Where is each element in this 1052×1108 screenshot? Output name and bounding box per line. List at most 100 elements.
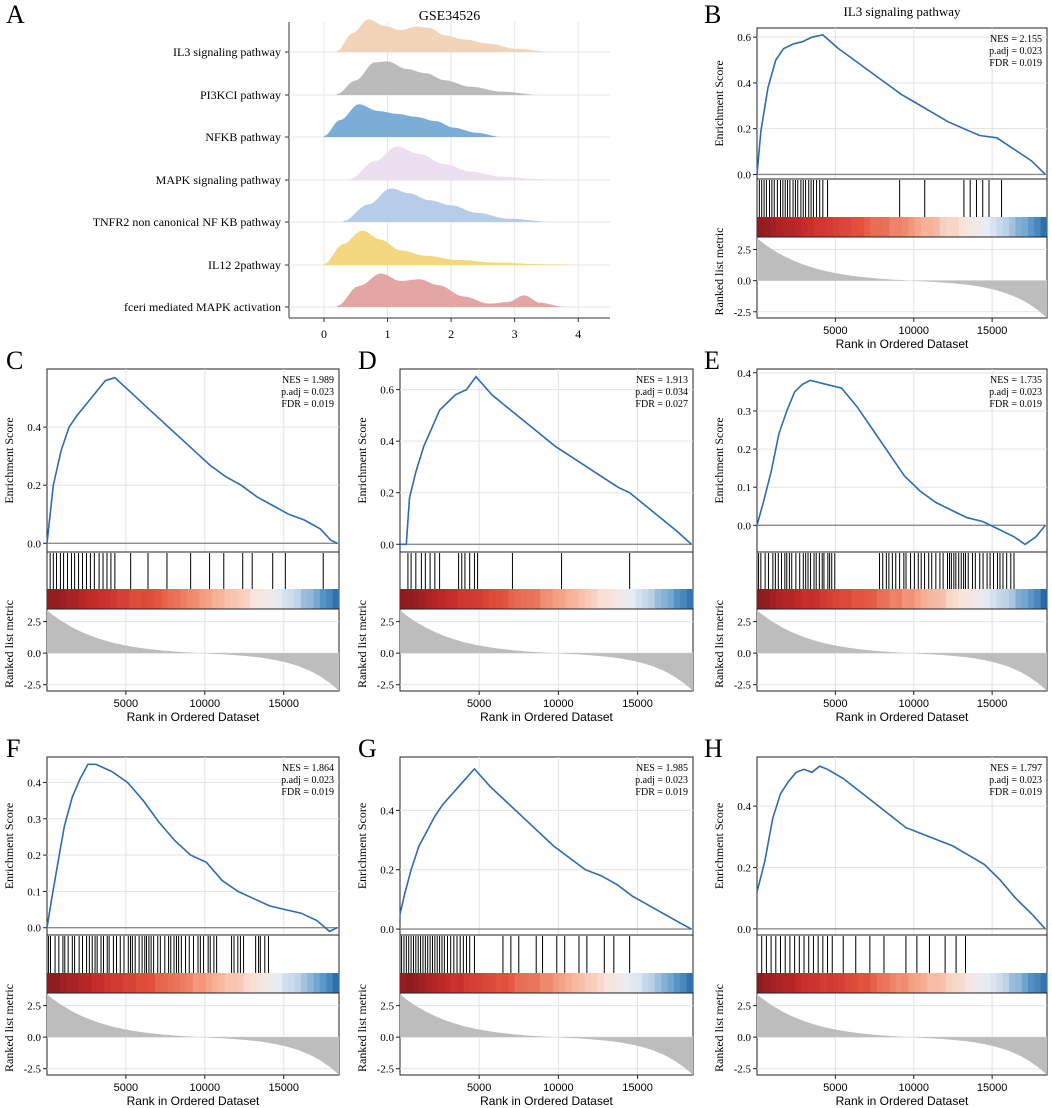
metric-y-axis-label: Ranked list metric xyxy=(712,984,726,1072)
rank-color-segment xyxy=(813,589,821,609)
rank-color-segment xyxy=(610,973,618,993)
rank-color-segment xyxy=(326,589,334,609)
rank-color-segment xyxy=(552,589,560,609)
rank-color-segment xyxy=(794,217,802,237)
rank-color-segment xyxy=(788,973,796,993)
rank-color-segment xyxy=(72,973,80,993)
rank-color-segment xyxy=(489,973,497,993)
y-axis-label: Enrichment Score xyxy=(712,803,726,889)
rank-color-segment xyxy=(412,973,420,993)
rank-color-segment xyxy=(642,589,650,609)
metric-y-tick-label: -2.5 xyxy=(24,1064,42,1076)
es-plot-area xyxy=(756,368,1048,553)
rank-color-segment xyxy=(1002,589,1010,609)
rank-color-segment xyxy=(514,589,522,609)
rank-color-segment xyxy=(788,589,796,609)
ridge-density-7 xyxy=(336,273,566,307)
rank-color-segment xyxy=(559,589,567,609)
metric-y-axis-label: Ranked list metric xyxy=(2,984,16,1072)
x-tick-label: 4 xyxy=(575,327,581,341)
metric-y-tick-label: 2.5 xyxy=(27,1001,41,1013)
rank-color-segment xyxy=(78,973,86,993)
rank-color-segment xyxy=(775,973,783,993)
rank-color-segment xyxy=(1040,589,1048,609)
rank-color-segment xyxy=(212,589,219,609)
rank-color-segment xyxy=(801,589,809,609)
rank-color-segment xyxy=(457,973,465,993)
rank-color-segment xyxy=(514,973,522,993)
y-tick-label: 0.4 xyxy=(737,801,751,813)
rank-color-segment xyxy=(591,973,599,993)
rank-color-segment xyxy=(243,589,251,609)
x-tick-label: 15000 xyxy=(622,1082,653,1094)
y-tick-label: 0.2 xyxy=(380,865,394,877)
rank-color-segment xyxy=(135,973,143,993)
rank-color-segment xyxy=(53,589,61,609)
rank-color-segment xyxy=(224,589,232,609)
x-tick-label: 15000 xyxy=(268,1082,299,1094)
rank-color-segment xyxy=(775,217,783,237)
rank-color-segment xyxy=(826,973,834,993)
rank-color-segment xyxy=(870,217,878,237)
rank-color-segment xyxy=(996,973,1004,993)
rank-color-segment xyxy=(757,217,764,237)
y-axis-label: Enrichment Score xyxy=(712,60,726,146)
rank-color-segment xyxy=(85,589,93,609)
panel-letter-g: G xyxy=(358,734,377,763)
panel-letter-e: E xyxy=(704,346,720,375)
rank-color-segment xyxy=(431,589,439,609)
rank-color-segment xyxy=(927,973,935,993)
rank-color-segment xyxy=(332,973,340,993)
rank-color-segment xyxy=(307,973,315,993)
ridge-label: IL3 signaling pathway xyxy=(173,45,281,59)
rank-color-segment xyxy=(1034,589,1042,609)
rank-color-segment xyxy=(920,589,928,609)
ridge-label: fceri mediated MAPK activation xyxy=(124,300,281,314)
rank-color-segment xyxy=(300,589,308,609)
rank-color-segment xyxy=(851,589,859,609)
ridge-density-4 xyxy=(349,146,591,180)
rank-color-segment xyxy=(902,217,909,237)
metric-y-tick-label: 0.0 xyxy=(737,1032,751,1044)
y-tick-label: 0.0 xyxy=(380,539,394,551)
rank-color-segment xyxy=(946,589,954,609)
rank-color-segment xyxy=(148,973,156,993)
rank-color-segment xyxy=(288,589,296,609)
panel-letter-f: F xyxy=(6,734,21,763)
rank-color-segment xyxy=(457,589,465,609)
x-tick-label: 5000 xyxy=(114,698,138,710)
rank-color-segment xyxy=(205,973,213,993)
rank-color-segment xyxy=(680,589,688,609)
rank-color-segment xyxy=(769,973,777,993)
rank-color-segment xyxy=(965,217,972,237)
rank-color-segment xyxy=(262,589,270,609)
rank-color-segment xyxy=(889,973,897,993)
rank-color-segment xyxy=(845,217,853,237)
stat-label: NES = 1.864 xyxy=(282,763,334,774)
rank-color-segment xyxy=(406,973,414,993)
stat-label: NES = 2.155 xyxy=(990,34,1042,45)
stat-label: NES = 1.913 xyxy=(636,375,688,386)
rank-color-segment xyxy=(826,589,834,609)
rank-color-segment xyxy=(908,217,916,237)
enrichment-curve xyxy=(46,763,338,933)
stat-label: FDR = 0.019 xyxy=(989,787,1042,798)
ridge-label: IL12 2pathway xyxy=(208,258,281,272)
rank-color-segment xyxy=(629,973,637,993)
rank-color-segment xyxy=(533,973,541,993)
ridge-label: PI3KCI pathway xyxy=(200,88,281,102)
stat-label: p.adj = 0.023 xyxy=(989,387,1042,398)
rank-color-segment xyxy=(763,973,771,993)
x-tick-label: 15000 xyxy=(977,698,1008,710)
rank-color-segment xyxy=(838,973,846,993)
rank-color-segment xyxy=(313,973,321,993)
x-axis-label: Rank in Ordered Dataset xyxy=(480,710,613,724)
rank-color-segment xyxy=(186,589,194,609)
rank-color-segment xyxy=(85,973,93,993)
panel-title: IL3 signaling pathway xyxy=(844,4,961,19)
rank-color-segment xyxy=(275,973,283,993)
metric-y-tick-label: -2.5 xyxy=(734,307,752,319)
metric-y-tick-label: 0.0 xyxy=(27,1032,41,1044)
rank-color-segment xyxy=(958,973,966,993)
